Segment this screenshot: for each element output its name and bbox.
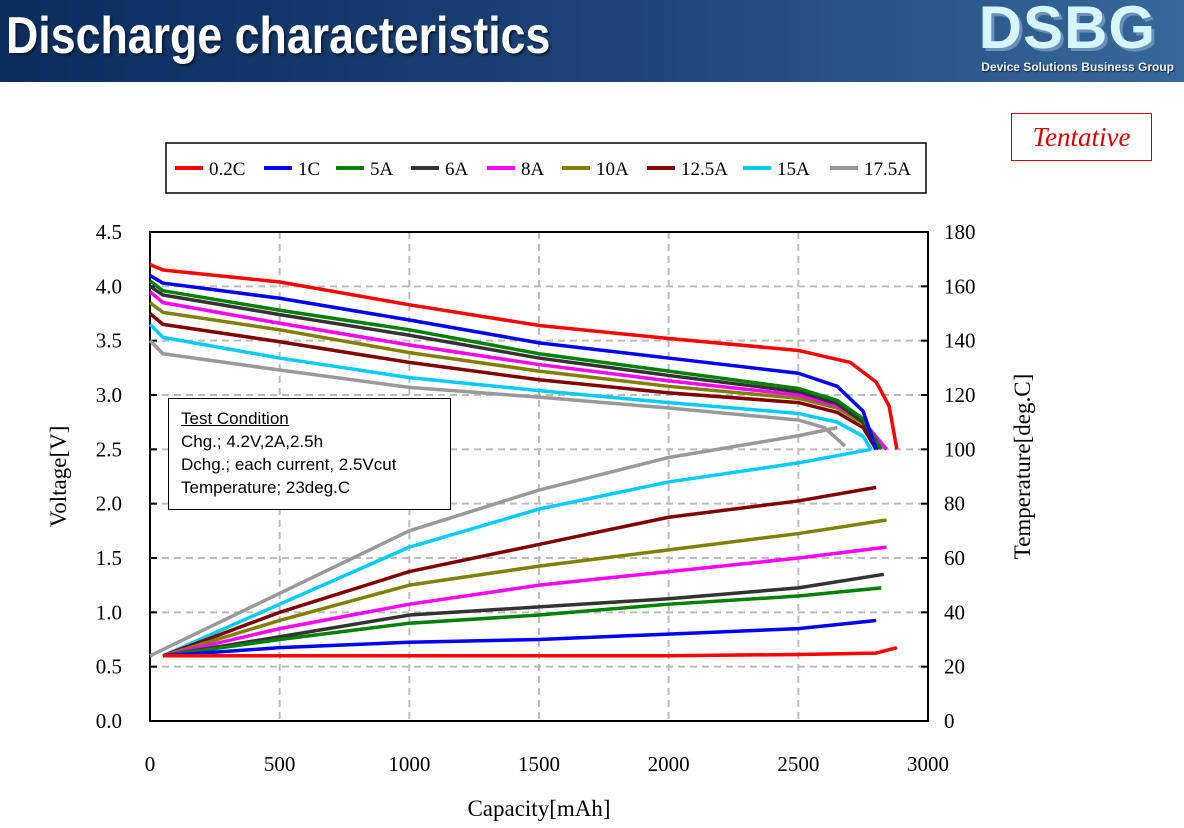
tentative-badge: Tentative (1011, 113, 1152, 161)
y-tick-label: 3.0 (96, 383, 122, 407)
y2-tick-label: 100 (944, 437, 976, 461)
y-tick-label: 1.0 (96, 600, 122, 624)
x-tick-label: 1000 (388, 752, 430, 776)
voltage-line-0.2C (149, 262, 899, 450)
legend-label: 0.2C (209, 159, 245, 180)
y2-tick-label: 0 (944, 709, 955, 733)
voltage-line-12.5A (148, 312, 878, 451)
x-tick-label: 0 (145, 752, 156, 776)
plot-area (149, 231, 929, 722)
voltage-line-15A (148, 323, 873, 451)
y-tick-label: 3.5 (96, 329, 122, 353)
legend-label: 15A (777, 159, 810, 180)
legend-label: 17.5A (864, 159, 911, 180)
y2-tick-label: 160 (944, 274, 976, 298)
legend-label: 6A (445, 159, 469, 180)
voltage-line-1C (149, 273, 878, 450)
test-condition-line: Temperature; 23deg.C (181, 478, 351, 497)
dsbg-logo: DSBG Device Solutions Business Group (974, 0, 1174, 78)
header-banner: Discharge characteristics DSBG Device So… (0, 0, 1184, 82)
legend-label: 1C (298, 159, 320, 180)
y2-tick-label: 60 (944, 546, 965, 570)
x-tick-label: 3000 (907, 752, 949, 776)
y2-tick-label: 180 (944, 220, 976, 244)
y2-axis-label: Temperature[deg.C] (1010, 374, 1035, 560)
temperature-line-17.5A (149, 425, 838, 658)
y2-tick-label: 120 (944, 383, 976, 407)
y-tick-label: 4.0 (96, 274, 122, 298)
voltage-line-5A (148, 279, 883, 451)
temperature-line-1C (162, 618, 877, 658)
temperature-line-10A (162, 518, 887, 658)
legend (165, 142, 927, 194)
temperature-line-8A (162, 545, 887, 658)
y-tick-label: 0.5 (96, 655, 122, 679)
legend-label: 12.5A (681, 159, 728, 180)
y-axis-label: Voltage[V] (46, 426, 71, 528)
test-condition-line: Dchg.; each current, 2.5Vcut (181, 455, 397, 474)
x-tick-label: 2500 (777, 752, 819, 776)
voltage-line-17.5A (148, 339, 847, 448)
y-tick-label: 0.0 (96, 709, 122, 733)
x-axis-label: Capacity[mAh] (467, 796, 610, 821)
y-tick-label: 1.5 (96, 546, 122, 570)
temperature-line-12.5A (162, 485, 877, 658)
test-condition-title: Test Condition (181, 409, 289, 428)
logo-text: DSBG (978, 0, 1156, 61)
y-tick-label: 4.5 (96, 220, 122, 244)
voltage-line-6A (149, 284, 881, 451)
x-tick-label: 1500 (518, 752, 560, 776)
test-condition-box: Test Condition Chg.; 4.2V,2A,2.5h Dchg.;… (168, 398, 451, 510)
temperature-line-0.2C (162, 645, 898, 658)
test-condition-line: Chg.; 4.2V,2A,2.5h (181, 432, 324, 451)
legend-label: 10A (596, 159, 629, 180)
legend-label: 5A (370, 159, 394, 180)
x-tick-label: 2000 (648, 752, 690, 776)
y2-tick-label: 80 (944, 492, 965, 516)
y2-tick-label: 20 (944, 655, 965, 679)
x-tick-label: 500 (264, 752, 296, 776)
voltage-line-10A (148, 301, 888, 451)
page-title: Discharge characteristics (6, 7, 551, 65)
y2-tick-label: 40 (944, 600, 965, 624)
temperature-line-6A (162, 572, 885, 658)
logo-subtitle: Device Solutions Business Group (981, 60, 1174, 74)
y2-tick-label: 140 (944, 329, 976, 353)
y-tick-label: 2.5 (96, 437, 122, 461)
temperature-line-15A (162, 447, 872, 658)
temperature-line-5A (162, 586, 882, 658)
legend-label: 8A (521, 159, 545, 180)
y-tick-label: 2.0 (96, 492, 122, 516)
